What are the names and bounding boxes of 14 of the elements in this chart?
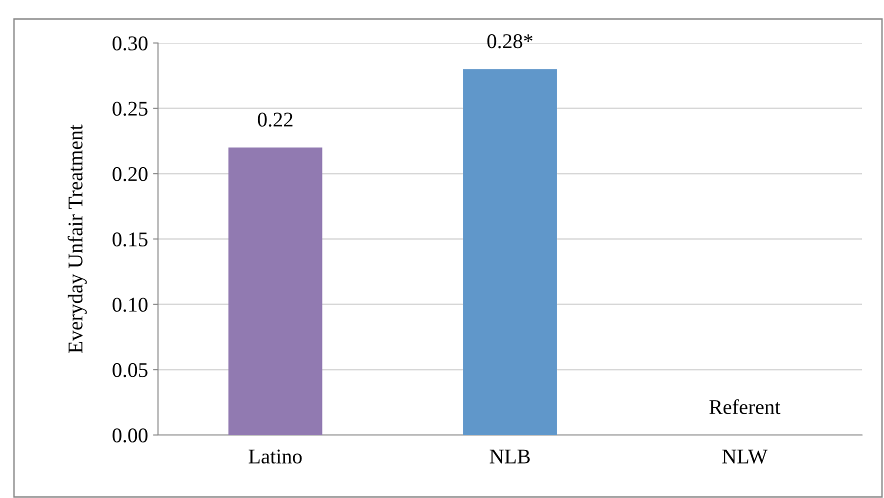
y-tick-label: 0.20 xyxy=(112,167,148,182)
y-tick-label: 0.15 xyxy=(112,232,148,247)
y-axis-title: Everyday Unfair Treatment xyxy=(68,124,87,353)
y-tick-label: 0.30 xyxy=(112,36,148,51)
y-tick-label: 0.00 xyxy=(112,428,148,443)
y-tick-label: 0.25 xyxy=(112,102,148,116)
x-tick-label: NLW xyxy=(722,450,768,464)
y-tick-label: 0.05 xyxy=(112,363,148,378)
data-label: Referent xyxy=(709,399,780,414)
data-label: 0.22 xyxy=(258,112,292,127)
x-tick-label: Latino xyxy=(248,450,302,464)
x-tick-label: NLB xyxy=(490,450,530,464)
y-tick-label: 0.10 xyxy=(112,298,148,312)
data-label: 0.28* xyxy=(487,34,532,48)
